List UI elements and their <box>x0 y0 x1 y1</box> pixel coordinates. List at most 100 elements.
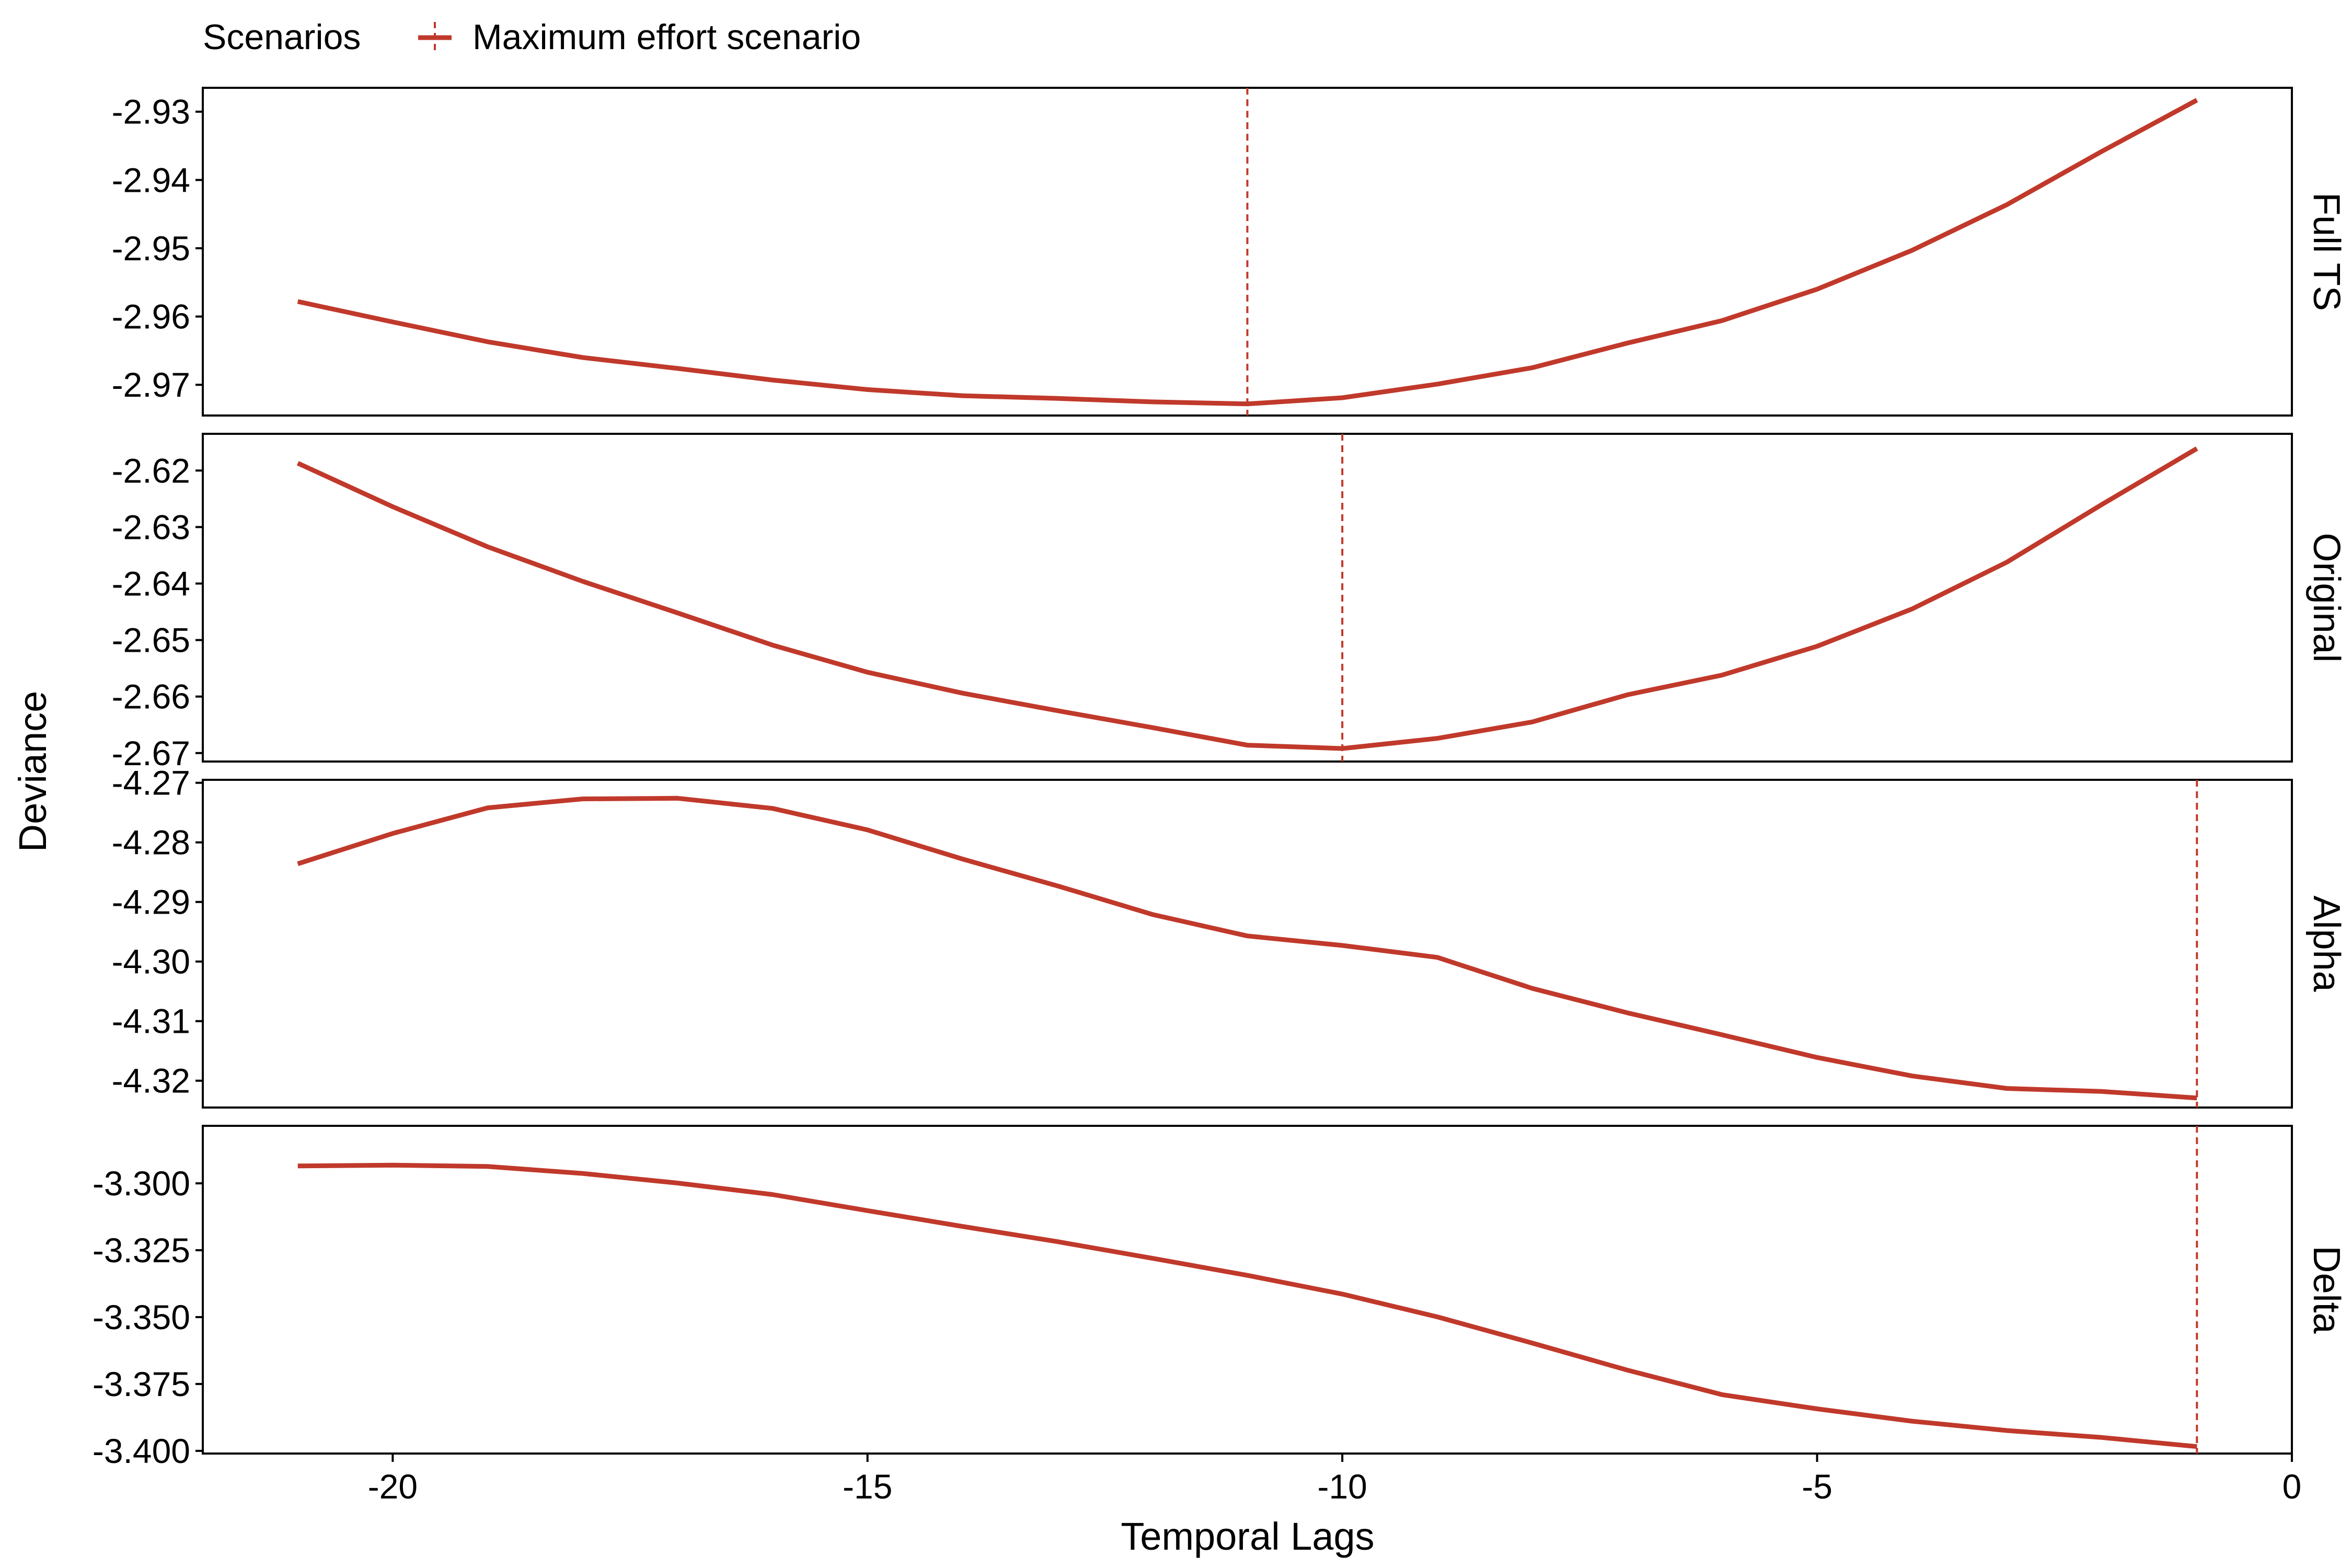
y-tick-label: -2.95 <box>112 229 190 268</box>
data-point <box>867 1209 869 1212</box>
y-tick-label: -2.66 <box>112 677 190 716</box>
data-point <box>2006 1429 2008 1432</box>
data-point <box>2101 1090 2103 1092</box>
y-tick-label: -2.63 <box>112 508 190 546</box>
panel-original: -2.67 -2.66 -2.65 -2.64 -2.63 -2.62 Original <box>112 433 2347 773</box>
data-point <box>1341 944 1343 947</box>
data-point <box>487 546 489 548</box>
data-point <box>2196 1446 2198 1448</box>
data-point <box>1436 956 1438 959</box>
data-point <box>1816 1056 1818 1058</box>
y-tick-label: -4.32 <box>112 1062 190 1100</box>
x-tick-label: 0 <box>2282 1467 2302 1506</box>
data-point <box>1721 1034 1723 1036</box>
data-point <box>1341 1293 1343 1295</box>
data-point <box>2006 1088 2008 1090</box>
data-point <box>1436 383 1438 385</box>
data-point <box>487 807 489 809</box>
panel-border <box>202 433 2293 763</box>
data-point <box>1436 1316 1438 1318</box>
data-point <box>1151 914 1154 916</box>
y-tick-label: -4.28 <box>112 823 190 862</box>
data-point <box>1721 674 1723 676</box>
data-point <box>1247 403 1249 405</box>
data-point <box>1151 727 1154 729</box>
y-tick-label: -2.93 <box>112 93 190 131</box>
x-axis: -20 -15 -10 -5 0 <box>368 1454 2302 1506</box>
y-tick-label: -2.62 <box>112 451 190 490</box>
y-tick-label: -4.31 <box>112 1002 190 1041</box>
data-point <box>1531 987 1534 989</box>
data-point <box>1151 1257 1154 1259</box>
data-point <box>676 367 678 370</box>
data-point <box>676 797 678 799</box>
data-point <box>961 692 963 694</box>
data-point <box>1531 1342 1534 1344</box>
data-point <box>2101 1436 2103 1438</box>
data-point <box>582 1172 584 1174</box>
panel-delta: -3.400 -3.375 -3.350 -3.325 -3.300 Delta <box>93 1125 2347 1470</box>
data-point <box>1911 1420 1913 1422</box>
data-point <box>2196 99 2198 101</box>
x-tick-label: -20 <box>368 1467 418 1506</box>
panel-border <box>202 779 2293 1109</box>
data-point <box>1626 1369 1628 1371</box>
data-point <box>1056 885 1058 887</box>
data-point <box>771 808 774 810</box>
data-point <box>1721 319 1723 321</box>
legend: Scenarios Maximum effort scenario <box>203 17 861 57</box>
data-point <box>771 379 774 381</box>
y-tick-label: -2.94 <box>112 160 190 199</box>
data-point <box>391 505 394 508</box>
data-point <box>1341 747 1343 750</box>
data-point <box>2101 150 2103 152</box>
data-point <box>961 1225 963 1227</box>
y-tick-label: -2.65 <box>112 621 190 660</box>
y-tick-label: -3.325 <box>93 1231 190 1270</box>
y-tick-label: -4.30 <box>112 942 190 981</box>
data-point <box>1911 608 1913 610</box>
data-point <box>867 388 869 390</box>
data-point <box>2196 447 2198 449</box>
data-point <box>1626 1012 1628 1014</box>
y-tick-label: -2.64 <box>112 564 190 603</box>
data-point <box>1056 1241 1058 1243</box>
y-tick-label: -3.400 <box>93 1432 190 1470</box>
data-point <box>1721 1393 1723 1396</box>
series-line <box>297 98 2198 407</box>
data-point <box>867 671 869 673</box>
data-point <box>1911 249 1913 251</box>
facet-strip-label: Delta <box>2305 1246 2347 1334</box>
data-point <box>1531 367 1534 369</box>
data-point <box>1911 1075 1913 1077</box>
data-point <box>1531 721 1534 723</box>
data-point <box>961 395 963 397</box>
data-point <box>676 1182 678 1184</box>
y-tick-label: -4.27 <box>112 764 190 802</box>
data-point <box>961 858 963 860</box>
y-tick-label: -2.97 <box>112 365 190 404</box>
data-point <box>771 1194 774 1196</box>
legend-entry-label: Maximum effort scenario <box>472 17 861 57</box>
facet-strip-label: Alpha <box>2305 895 2347 992</box>
data-point <box>2196 1097 2198 1099</box>
y-tick-label: -3.350 <box>93 1298 190 1336</box>
y-tick-label: -2.96 <box>112 297 190 336</box>
data-point <box>867 829 869 831</box>
data-point <box>2006 561 2008 563</box>
data-point <box>297 863 299 865</box>
data-point <box>1247 744 1249 746</box>
x-tick-label: -5 <box>1802 1467 1832 1506</box>
data-point <box>297 1165 299 1167</box>
data-point <box>1436 737 1438 740</box>
data-point <box>771 644 774 646</box>
panel-full-ts: -2.97 -2.96 -2.95 -2.94 -2.93 Full TS <box>112 87 2347 417</box>
data-point <box>1626 694 1628 696</box>
data-point <box>391 1164 394 1166</box>
y-axis-title: Deviance <box>11 691 54 852</box>
data-point <box>582 798 584 800</box>
series-line <box>296 446 2198 751</box>
facet-strip-label: Original <box>2305 533 2347 662</box>
series-line <box>297 1162 2197 1449</box>
